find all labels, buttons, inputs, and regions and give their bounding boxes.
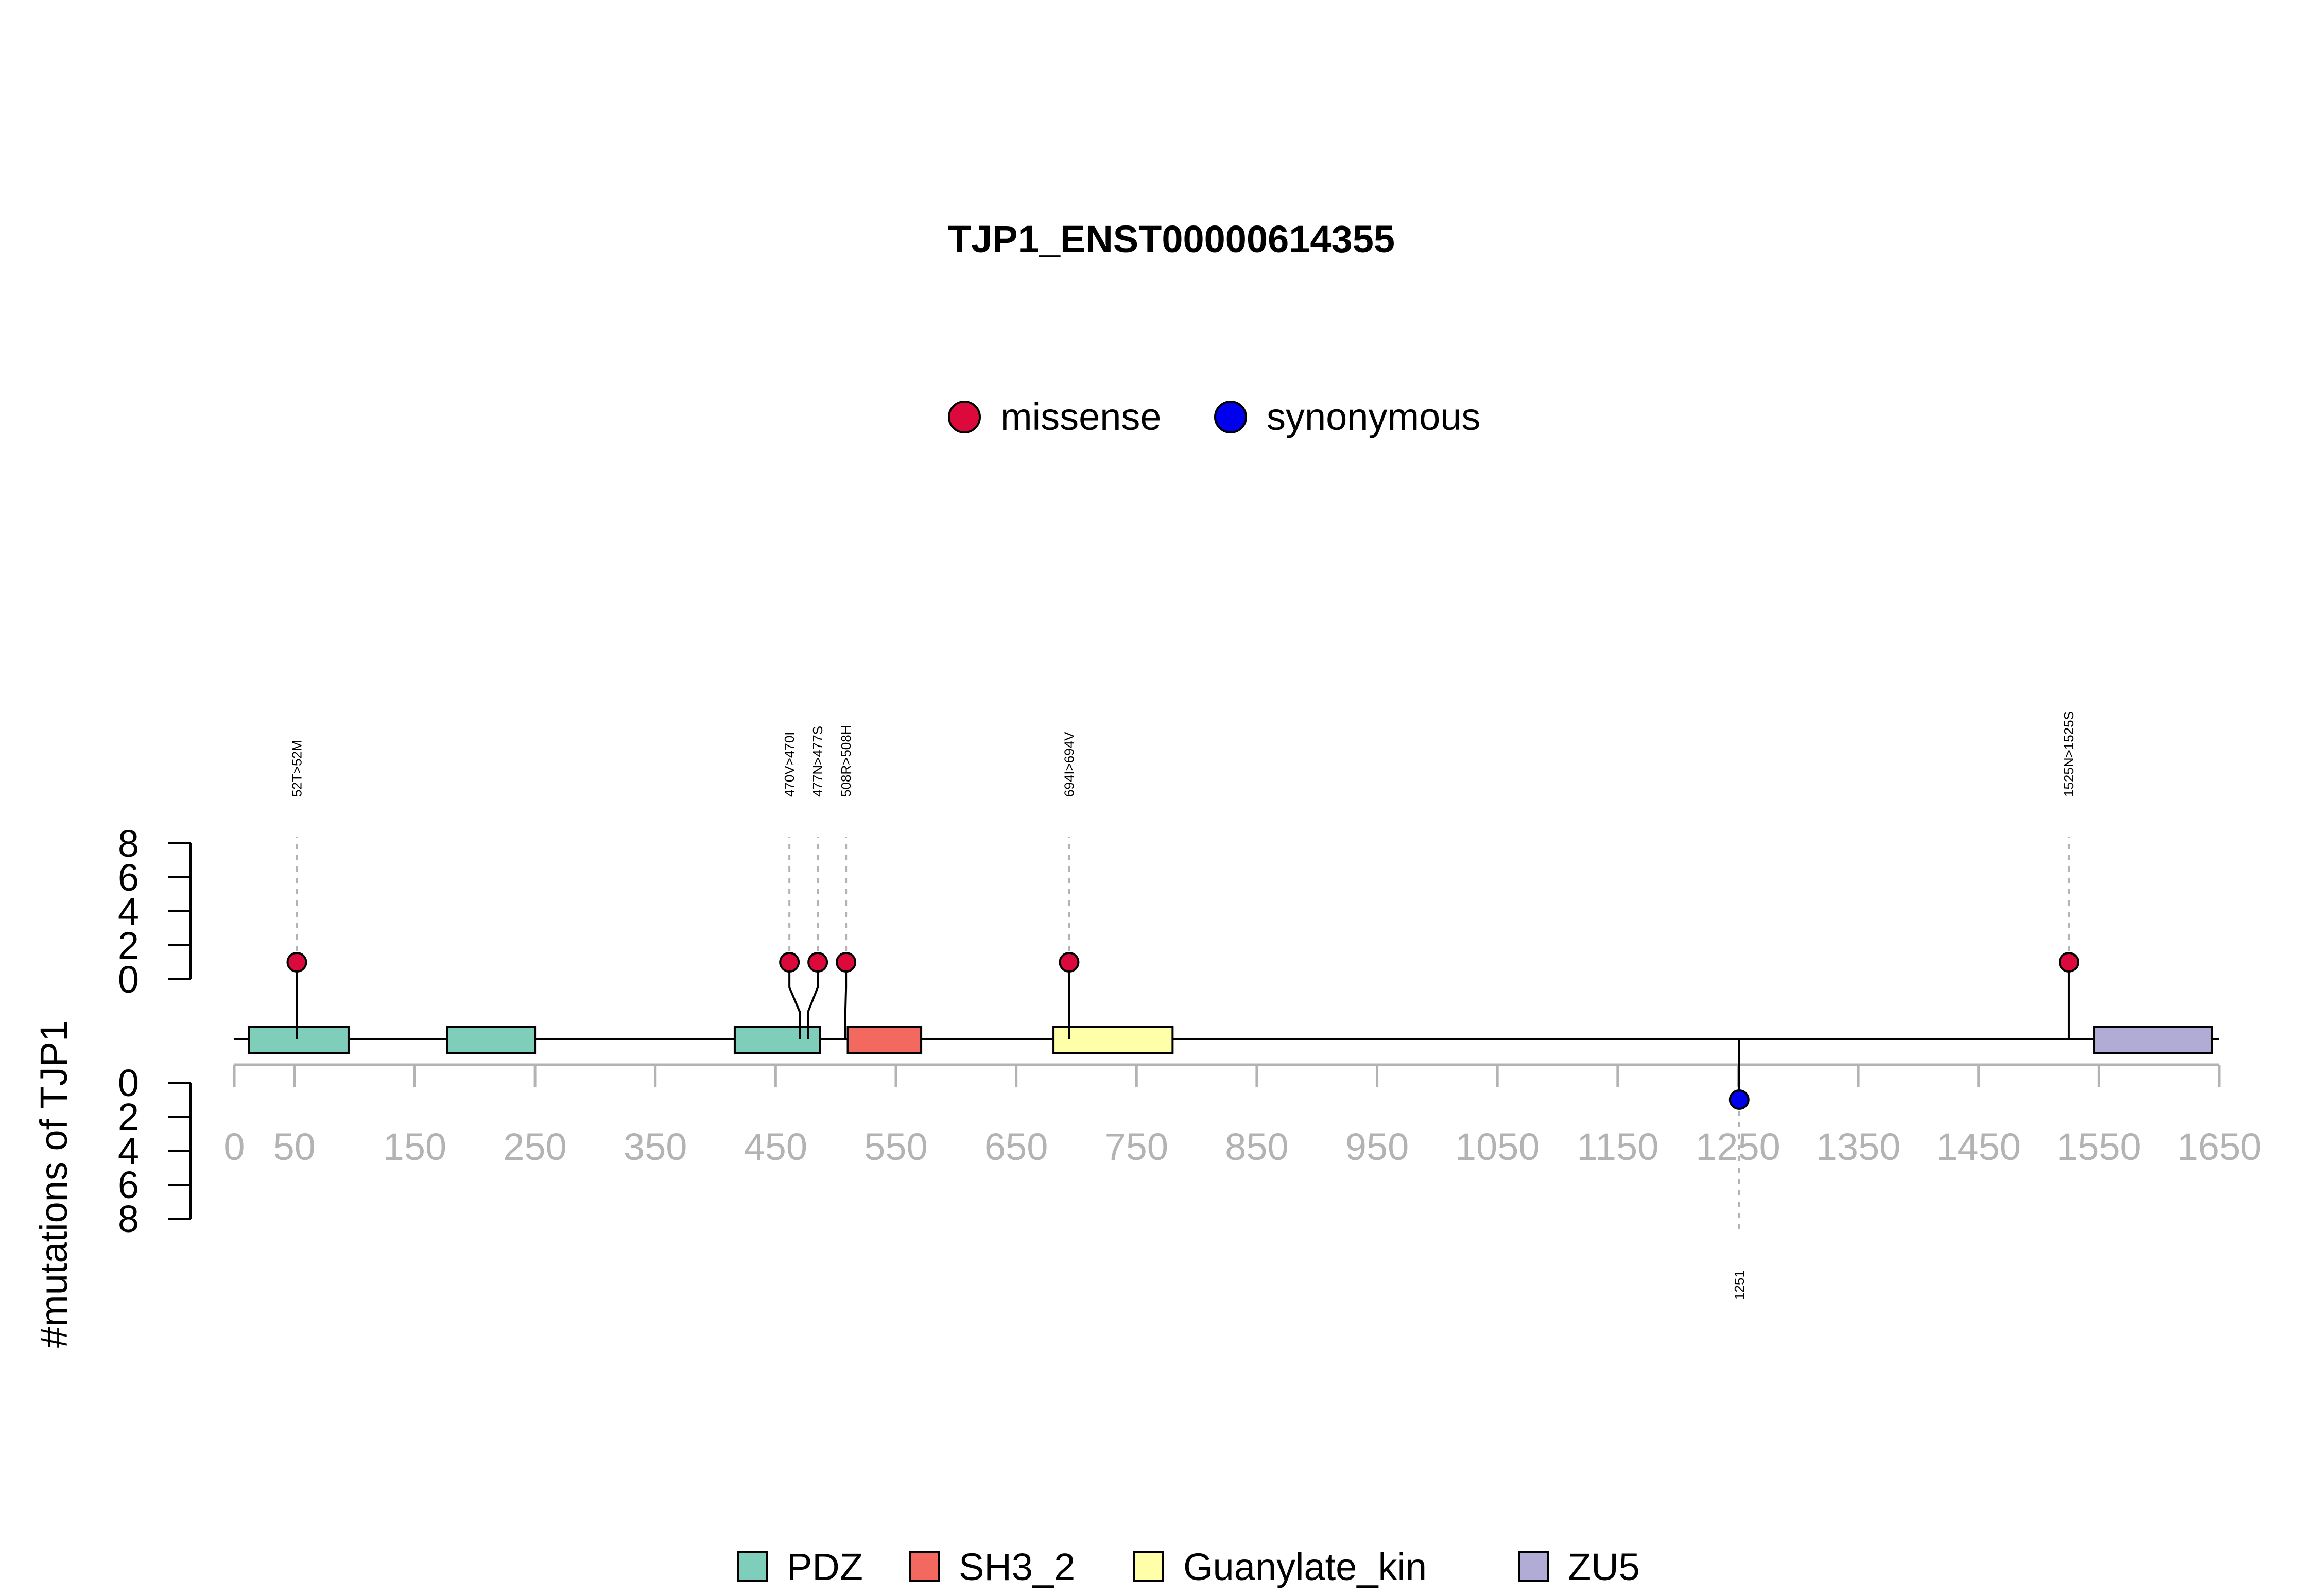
mutation-52T>52M-label: 52T>52M bbox=[289, 740, 304, 797]
domain-legend-swatch-ZU5 bbox=[1518, 1551, 1549, 1582]
legend-label-synonymous: synonymous bbox=[1267, 395, 1480, 438]
domain-legend-label-Guanylate_kin: Guanylate_kin bbox=[1183, 1546, 1427, 1588]
mutation-694I>694V-head bbox=[1059, 952, 1080, 973]
x-tick-label: 550 bbox=[864, 1125, 927, 1168]
x-tick-label: 1650 bbox=[2177, 1125, 2262, 1168]
x-tick-label: 250 bbox=[503, 1125, 566, 1168]
upper-y-tick-label: 6 bbox=[118, 856, 139, 899]
mutation-477N>477S-head bbox=[807, 952, 828, 973]
mutation-52T>52M-head bbox=[286, 952, 307, 973]
mutation-lollipops: 52T>52M 470V>470I 477N>477S 508R>508H 694I>6… bbox=[286, 711, 2079, 1300]
lower-y-tick-label: 6 bbox=[118, 1164, 139, 1206]
x-tick-label: 1250 bbox=[1696, 1125, 1780, 1168]
mutation-694I>694V-label: 694I>694V bbox=[1061, 732, 1077, 797]
legend-marker-missense bbox=[948, 401, 981, 433]
domain-legend-swatch-PDZ bbox=[737, 1551, 768, 1582]
x-tick-label: 650 bbox=[984, 1125, 1048, 1168]
upper-y-tick-label: 8 bbox=[118, 822, 139, 865]
mutation-508R>508H-stem bbox=[844, 962, 848, 1039]
domain-legend-label-SH3_2: SH3_2 bbox=[959, 1546, 1075, 1588]
legend-marker-synonymous bbox=[1214, 401, 1247, 433]
x-tick-label: 0 bbox=[223, 1125, 245, 1168]
x-tick-label: 450 bbox=[744, 1125, 807, 1168]
x-tick-label: 1050 bbox=[1455, 1125, 1540, 1168]
mutation-470V>470I-label: 470V>470I bbox=[782, 732, 797, 797]
lower-y-tick-label: 8 bbox=[118, 1198, 139, 1240]
mutation-470V>470I-stem bbox=[788, 962, 801, 1039]
x-tick-label: 950 bbox=[1345, 1125, 1409, 1168]
mutation-470V>470I-head bbox=[779, 952, 800, 973]
domain-legend-label-ZU5: ZU5 bbox=[1568, 1546, 1640, 1588]
x-tick-label: 350 bbox=[624, 1125, 687, 1168]
domain-box-SH3_2 bbox=[846, 1026, 923, 1054]
domain-box-PDZ bbox=[248, 1026, 350, 1054]
chart-title: TJP1_ENST00000614355 bbox=[948, 218, 1395, 261]
lower-y-tick-label: 0 bbox=[118, 1062, 139, 1104]
domain-box-ZU5 bbox=[2093, 1026, 2213, 1054]
mutation-477N>477S-label: 477N>477S bbox=[810, 726, 825, 797]
x-tick-label: 750 bbox=[1105, 1125, 1168, 1168]
x-tick-label: 50 bbox=[273, 1125, 316, 1168]
domain-legend-swatch-SH3_2 bbox=[909, 1551, 940, 1582]
domain-box-PDZ bbox=[446, 1026, 537, 1054]
x-tick-label: 850 bbox=[1225, 1125, 1288, 1168]
lower-y-tick-label: 4 bbox=[118, 1130, 139, 1172]
lower-y-tick-label: 2 bbox=[118, 1096, 139, 1138]
y-axis-label: #mutations of TJP1 bbox=[32, 1020, 75, 1348]
domain-legend-label-PDZ: PDZ bbox=[787, 1546, 863, 1588]
mutation-508R>508H-label: 508R>508H bbox=[838, 725, 854, 797]
mutation-legend: missense synonymous bbox=[948, 395, 1480, 438]
x-tick-label: 1150 bbox=[1577, 1125, 1658, 1168]
domain-boxes bbox=[248, 1026, 2213, 1054]
legend-label-missense: missense bbox=[1000, 395, 1162, 438]
upper-y-tick-label: 2 bbox=[118, 924, 139, 967]
mutation-1251-label: 1251 bbox=[1732, 1270, 1747, 1300]
mutation-1525N>1525S-head bbox=[2058, 952, 2079, 973]
domain-box-PDZ bbox=[733, 1026, 821, 1054]
domain-box-Guanylate_kin bbox=[1052, 1026, 1174, 1054]
x-axis: 0 50 150 250 350 450 550 650 750 850 950 1050 1150 12… bbox=[223, 1063, 2262, 1168]
upper-y-tick-label: 0 bbox=[118, 958, 139, 1001]
domain-legend: PDZ SH3_2 Guanylate_kin ZU5 bbox=[737, 1546, 1640, 1588]
upper-y-tick-label: 4 bbox=[118, 890, 139, 933]
x-tick-label: 150 bbox=[383, 1125, 446, 1168]
x-tick-label: 1550 bbox=[2056, 1125, 2141, 1168]
mutation-1525N>1525S-label: 1525N>1525S bbox=[2061, 711, 2077, 797]
mutation-508R>508H-head bbox=[836, 952, 857, 973]
domain-legend-swatch-Guanylate_kin bbox=[1133, 1551, 1164, 1582]
x-tick-label: 1450 bbox=[1936, 1125, 2021, 1168]
x-tick-label: 1350 bbox=[1816, 1125, 1901, 1168]
mutation-477N>477S-stem bbox=[807, 962, 819, 1039]
mutation-1251-head bbox=[1728, 1089, 1750, 1110]
